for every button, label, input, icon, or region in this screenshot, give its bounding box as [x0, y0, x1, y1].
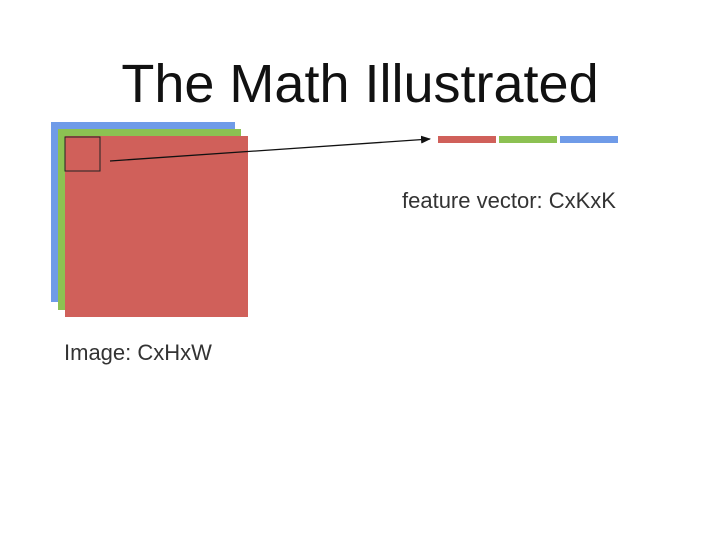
mapping-arrow — [109, 135, 431, 162]
feature-segment-blue — [560, 136, 618, 143]
feature-segment-green — [499, 136, 557, 143]
patch-window — [64, 136, 101, 172]
feature-vector-label: feature vector: CxKxK — [402, 188, 616, 213]
slide-title: The Math Illustrated — [121, 54, 599, 114]
channel-layer-red — [65, 136, 248, 317]
feature-segment-red — [438, 136, 496, 143]
image-label: Image: CxHxW — [64, 340, 212, 365]
